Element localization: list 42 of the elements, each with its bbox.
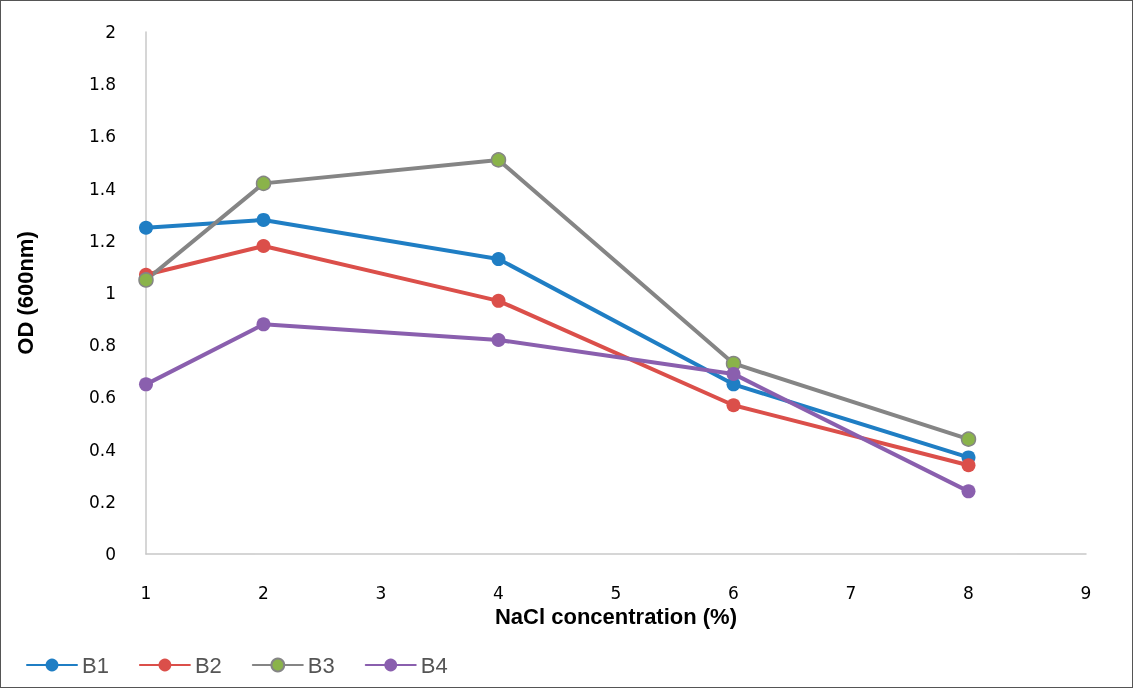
point xyxy=(139,377,153,392)
x-tick-label: 5 xyxy=(610,582,622,603)
y-tick-label: 0.8 xyxy=(88,335,116,356)
y-tick-label: 0.4 xyxy=(88,439,116,460)
point xyxy=(139,220,153,235)
y-tick-label: 1.8 xyxy=(88,74,116,95)
legend-label: B3 xyxy=(307,652,335,678)
point xyxy=(726,366,741,381)
x-tick-label: 9 xyxy=(1080,582,1092,603)
y-tick-label: 1.4 xyxy=(88,178,116,199)
x-tick-label: 6 xyxy=(728,582,739,603)
y-tick-label: 0.2 xyxy=(88,491,116,512)
point xyxy=(961,458,976,473)
x-tick-label: 4 xyxy=(493,582,504,603)
x-tick-label: 2 xyxy=(258,582,269,603)
point xyxy=(138,272,154,288)
legend-label: B4 xyxy=(420,652,448,678)
x-tick-label: 3 xyxy=(375,582,387,603)
point xyxy=(256,239,271,254)
point xyxy=(961,484,976,499)
point xyxy=(255,175,272,192)
point xyxy=(491,252,506,267)
x-tick-label: 1 xyxy=(140,582,152,603)
y-tick-label: 0 xyxy=(105,544,116,564)
y-tick-label: 1.6 xyxy=(88,126,116,147)
x-tick-label: 8 xyxy=(963,582,974,603)
point xyxy=(491,293,506,308)
point xyxy=(491,332,506,347)
y-axis-title: OD (600nm) xyxy=(12,231,38,355)
y-tick-label: 2 xyxy=(105,22,116,42)
point xyxy=(256,317,271,332)
point xyxy=(960,431,977,447)
x-axis-title: NaCl concentration (%) xyxy=(494,604,738,630)
y-tick-label: 1.2 xyxy=(88,230,116,251)
y-tick-label: 0.6 xyxy=(88,387,116,408)
legend-label: B2 xyxy=(194,652,222,678)
x-tick-label: 7 xyxy=(845,582,857,603)
y-tick-label: 1 xyxy=(105,283,116,303)
point xyxy=(726,398,741,413)
point xyxy=(490,152,507,168)
point xyxy=(256,212,271,227)
legend-label: B1 xyxy=(82,652,109,678)
